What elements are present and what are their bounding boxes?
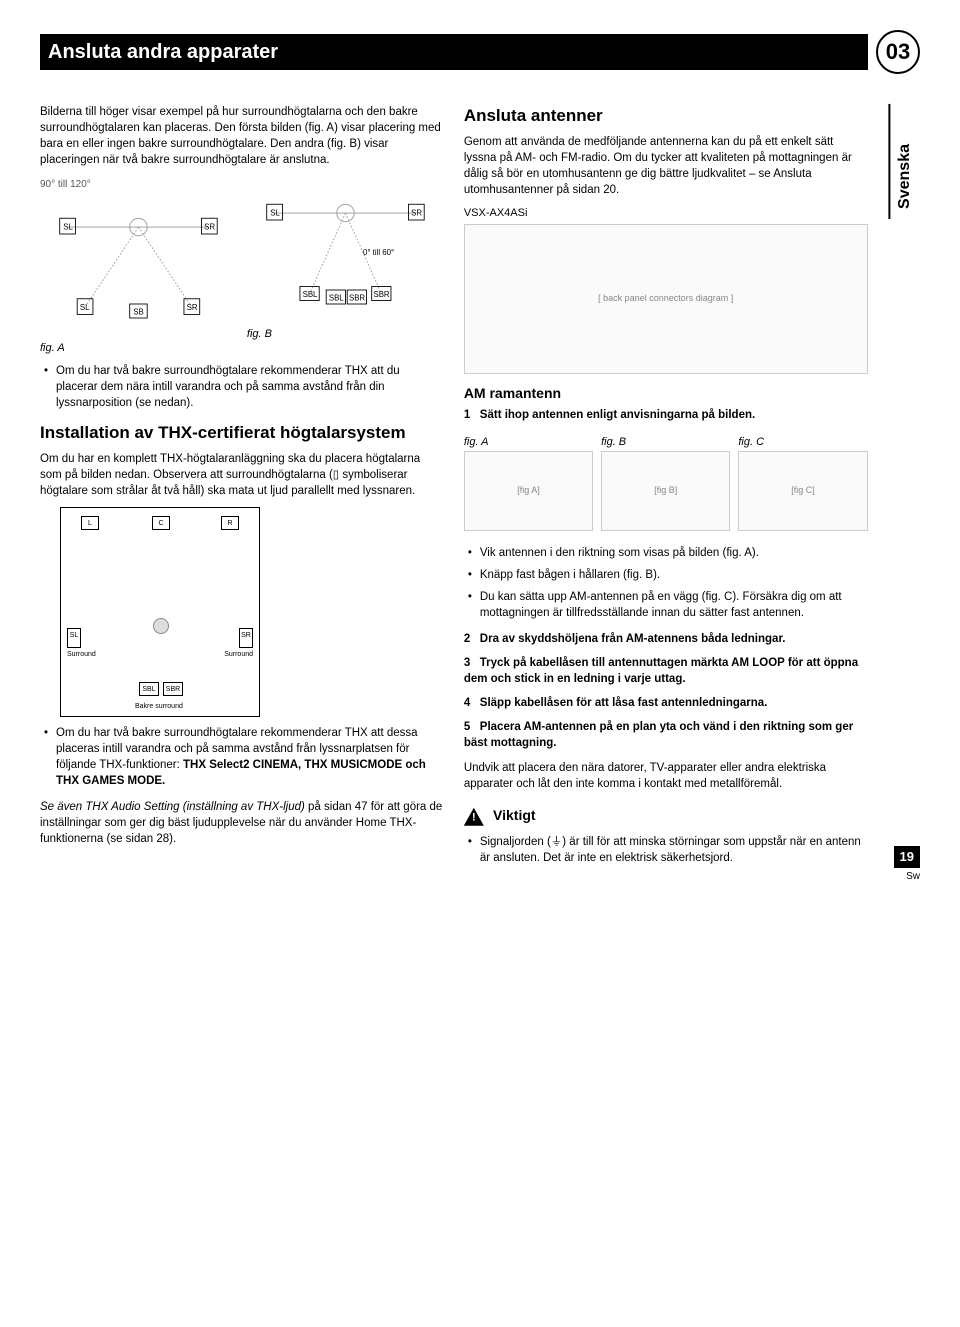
am-bullet-2: Knäpp fast bågen i hållaren (fig. B). [468,567,868,583]
svg-text:SB: SB [133,308,143,317]
thx-surround-l: Surround [67,650,96,660]
right-column: Ansluta antenner Genom att använda de me… [464,104,868,876]
am-fig-c-label: fig. C [738,435,867,450]
thx-sbl: SBL [139,682,159,696]
speaker-diagram-a: SL SR SL SR SB [40,192,237,332]
page-number-sw: Sw [894,870,920,884]
thx-room-diagram: L C R SL SR Surround Surround SBL SBR Ba… [60,507,260,717]
thx-body: Om du har en komplett THX-högtalaranlägg… [40,451,444,499]
am-step-5-body: Undvik att placera den nära datorer, TV-… [464,760,868,792]
am-fig-b-label: fig. B [601,435,730,450]
am-fig-a: [fig A] [464,451,593,531]
am-bullet-1: Vik antennen i den riktning som visas på… [468,545,868,561]
am-heading: AM ramantenn [464,384,868,404]
fig-b-label: fig. B [247,327,444,342]
back-panel-diagram: [ back panel connectors diagram ] [464,224,868,374]
thx-modes-bullet: Om du har två bakre surroundhögtalare re… [44,725,444,789]
speaker-diagram-b: SL SR 0° till 60° SBL SBL SBR SBR [247,178,444,318]
am-step-2: 2 Dra av skyddshöljena från AM-atennens … [464,631,868,647]
am-step-5: 5 Placera AM-antennen på en plan yta och… [464,719,868,751]
svg-text:SR: SR [411,209,422,218]
svg-text:0° till 60°: 0° till 60° [363,248,394,257]
am-step-3: 3 Tryck på kabellåsen till antennuttagen… [464,655,868,687]
svg-text:SBR: SBR [373,290,389,299]
chapter-number: 03 [876,30,920,74]
important-text: Signaljorden (⏚) är till för att minska … [468,834,868,866]
thx-sbr: SBR [163,682,183,696]
page-title: Ansluta andra apparater [40,34,868,70]
svg-text:SBL: SBL [302,290,317,299]
page-header: Ansluta andra apparater 03 [40,30,920,74]
thx-sl: SL [67,628,81,648]
svg-text:SL: SL [63,223,73,232]
am-fig-c: [fig C] [738,451,867,531]
svg-text:SBL: SBL [329,294,344,303]
thx-followup: Se även THX Audio Setting (inställning a… [40,799,444,847]
intro-paragraph: Bilderna till höger visar exempel på hur… [40,104,444,168]
important-icon [464,808,484,826]
svg-text:SR: SR [204,223,215,232]
am-fig-b: [fig B] [601,451,730,531]
svg-text:SBR: SBR [349,294,365,303]
am-bullet-3: Du kan sätta upp AM-antennen på en vägg … [468,589,868,621]
fig-a-label: fig. A [40,341,237,356]
am-step-1: 1 Sätt ihop antennen enligt anvisningarn… [464,407,868,423]
language-tab: Svenska [888,104,920,219]
left-column: Bilderna till höger visar exempel på hur… [40,104,444,876]
am-fig-a-label: fig. A [464,435,593,450]
svg-text:SL: SL [270,209,280,218]
page-number: 19 Sw [894,846,920,884]
thx-sr: SR [239,628,253,648]
important-row: Viktigt [464,806,868,826]
am-step-4: 4 Släpp kabellåsen för att låsa fast ant… [464,695,868,711]
antenna-body: Genom att använda de medföljande antenne… [464,134,868,198]
thx-heading: Installation av THX-certifierat högtalar… [40,421,444,445]
svg-text:SR: SR [187,304,198,313]
thx-r: R [221,516,239,530]
thx-surround-r: Surround [224,650,253,660]
model-label: VSX-AX4ASi [464,206,868,221]
thx-l: L [81,516,99,530]
antenna-heading: Ansluta antenner [464,104,868,128]
thx-bullet-placement: Om du har två bakre surroundhögtalare re… [44,363,444,411]
angle-a: 90° till 120° [40,178,237,192]
page-number-value: 19 [894,846,920,868]
svg-text:SL: SL [80,304,90,313]
important-label: Viktigt [493,807,536,823]
thx-back-surround: Bakre surround [135,702,183,712]
thx-c: C [152,516,170,530]
